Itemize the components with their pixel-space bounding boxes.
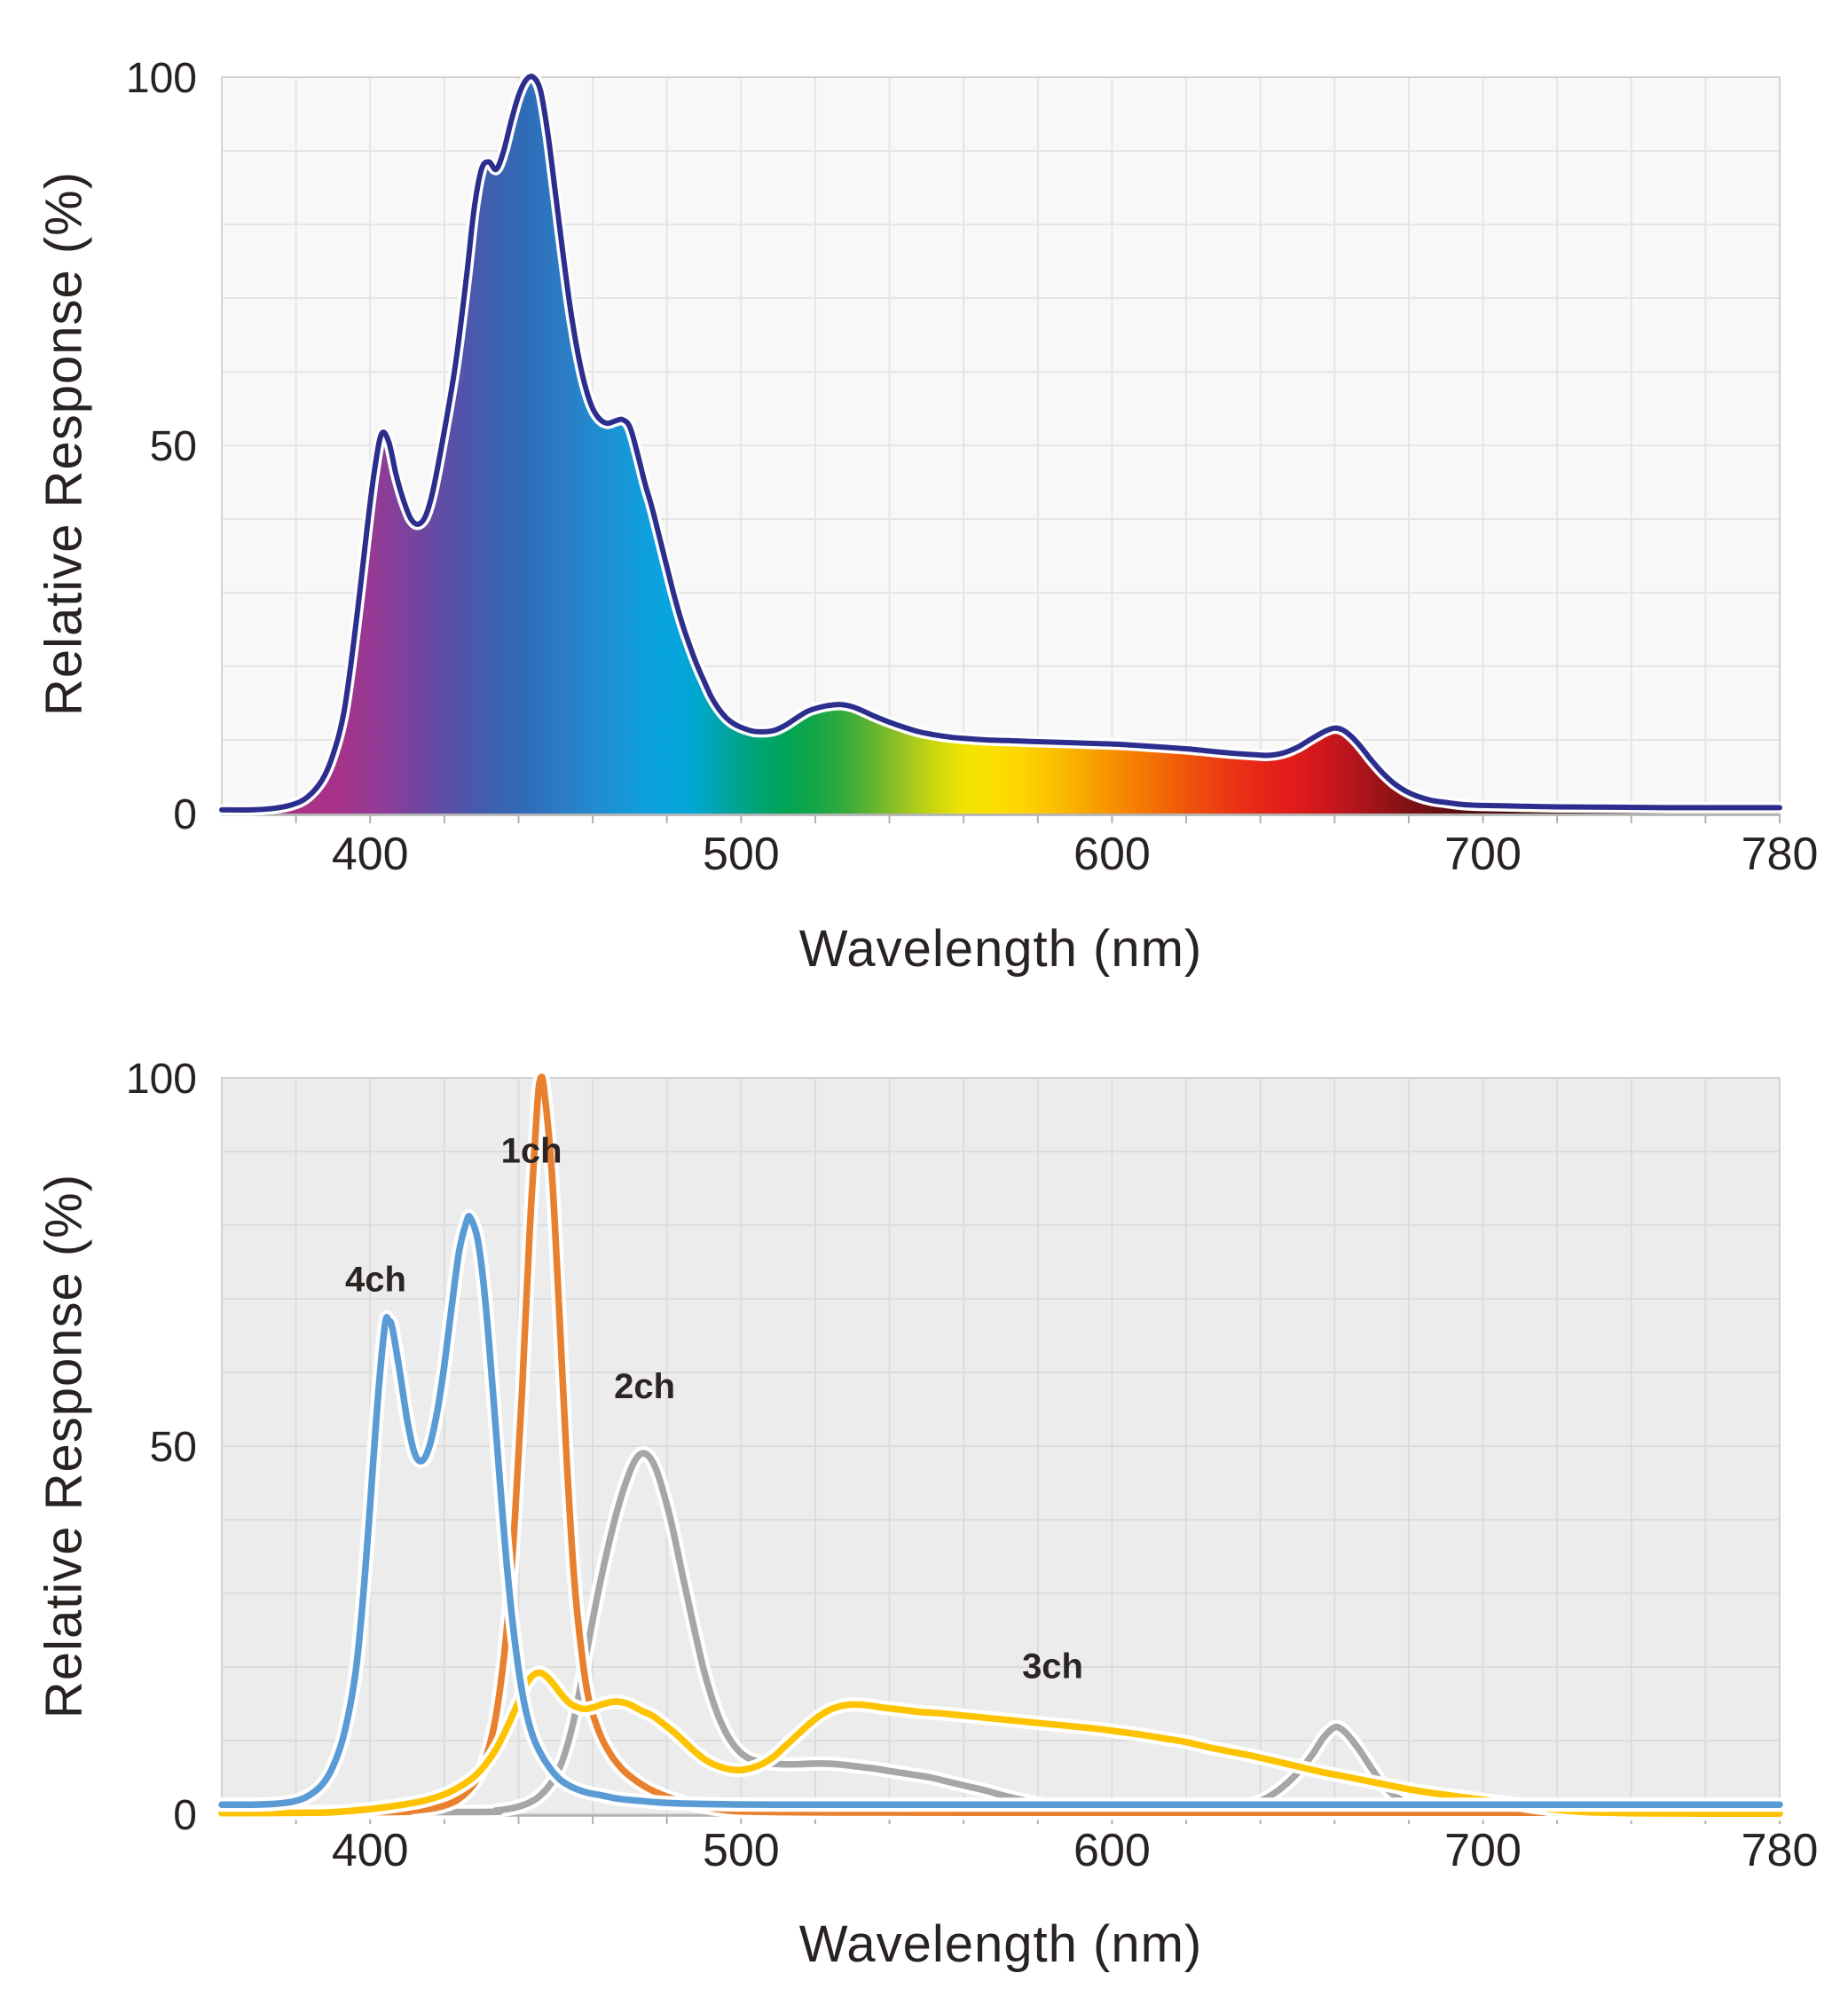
top-y-axis-title: Relative Response (%) xyxy=(35,170,93,717)
bottom-x-axis-title: Wavelength (nm) xyxy=(798,1915,1203,1973)
y-tick-label-0: 0 xyxy=(173,1792,197,1839)
spectrum-grid xyxy=(222,77,1780,814)
x-tick-label-600: 600 xyxy=(1073,1825,1151,1876)
top-x-axis-title: Wavelength (nm) xyxy=(798,920,1203,978)
3ch-label: 3ch xyxy=(1022,1647,1083,1686)
4ch-curve xyxy=(218,1213,1783,1808)
spectrum-curve xyxy=(219,74,1782,813)
x-tick-label-600: 600 xyxy=(1073,829,1151,880)
x-tick-label-400: 400 xyxy=(332,829,409,880)
2ch-label: 2ch xyxy=(614,1367,675,1406)
spectrum-x-ticks xyxy=(295,815,1781,823)
spectrum-area-fill xyxy=(222,76,1780,814)
channels-grid xyxy=(222,1078,1780,1814)
y-tick-label-100: 100 xyxy=(126,55,197,102)
x-tick-label-500: 500 xyxy=(703,1825,780,1876)
y-tick-label-50: 50 xyxy=(150,1424,197,1471)
1ch-label: 1ch xyxy=(501,1131,562,1170)
x-tick-label-780: 780 xyxy=(1742,1825,1819,1876)
2ch-curve xyxy=(218,1450,1783,1816)
y-tick-label-100: 100 xyxy=(126,1056,197,1103)
4ch-label: 4ch xyxy=(345,1261,406,1300)
x-tick-label-700: 700 xyxy=(1444,829,1522,880)
y-tick-label-50: 50 xyxy=(150,423,197,470)
x-tick-label-400: 400 xyxy=(332,1825,409,1876)
bottom-y-axis-title: Relative Response (%) xyxy=(35,1173,93,1719)
y-tick-label-0: 0 xyxy=(173,791,197,838)
channels-chart: 2ch 1ch 3ch 4ch 400 500 600 700 780 0 50 100 xyxy=(126,1056,1818,1876)
x-tick-label-500: 500 xyxy=(703,829,780,880)
x-tick-label-780: 780 xyxy=(1742,829,1819,880)
x-tick-label-700: 700 xyxy=(1444,1825,1522,1876)
spectrum-chart: 400 500 600 700 780 0 50 100 xyxy=(126,55,1818,880)
